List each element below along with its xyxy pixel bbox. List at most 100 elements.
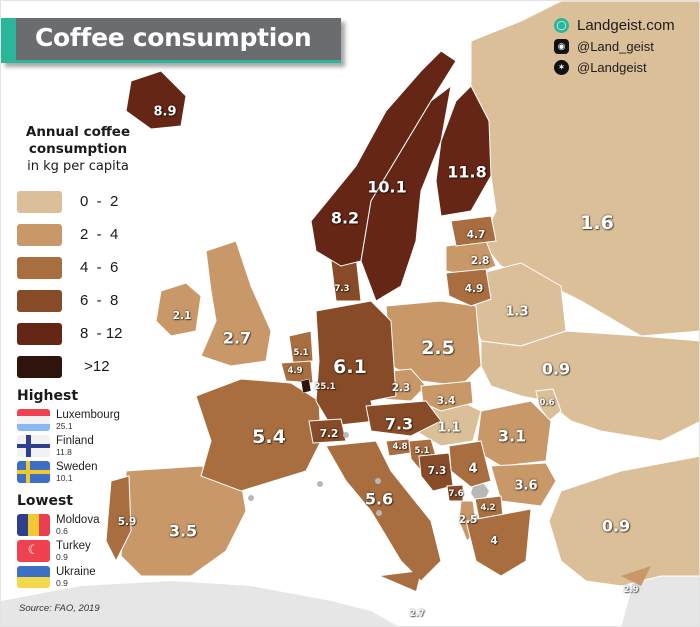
moldova-flag-icon	[17, 514, 50, 536]
rank-value: 10.1	[56, 473, 73, 483]
label-montenegro: 7.6	[448, 489, 464, 499]
rank-item: Finland 11.8	[17, 435, 120, 461]
country-ukraine	[480, 330, 699, 442]
legend-swatch	[17, 289, 62, 312]
website-text: Landgeist.com	[577, 17, 675, 34]
rank-value: 0.9	[56, 552, 68, 562]
label-switzerland: 7.2	[319, 428, 339, 440]
label-finland: 11.8	[447, 162, 487, 182]
twitter-icon: ✶	[554, 60, 569, 75]
country-cyprus	[621, 566, 651, 586]
label-sweden: 10.1	[367, 177, 407, 197]
label-france: 5.4	[252, 426, 286, 448]
country-lithuania	[445, 268, 492, 307]
country-poland	[385, 300, 482, 387]
country-netherlands	[288, 330, 314, 364]
legend-item: >12	[17, 350, 147, 383]
turkey-flag-icon: ☾	[17, 540, 50, 562]
legend-swatch	[17, 322, 62, 345]
twitter-link[interactable]: ✶ @Landgeist	[554, 57, 675, 78]
rank-value: 0.6	[56, 526, 68, 536]
rank-country: Moldova	[56, 514, 100, 526]
label-austria: 7.3	[384, 414, 414, 434]
country-bulgaria	[490, 462, 557, 507]
rank-country: Ukraine	[56, 566, 96, 578]
globe-icon: ◯	[554, 18, 569, 33]
country-greece	[465, 508, 532, 577]
label-germany: 6.1	[333, 356, 367, 378]
rank-country: Sweden	[56, 461, 98, 473]
lowest-section: Lowest Moldova 0.6 ☾ Turkey 0.9	[17, 493, 99, 592]
country-austria	[365, 400, 442, 437]
label-belgium: 4.9	[287, 366, 303, 376]
country-luxembourg	[300, 378, 312, 394]
label-czechia: 2.3	[391, 382, 411, 394]
legend-label: 2 - 4	[80, 226, 119, 243]
lowest-title: Lowest	[17, 493, 73, 509]
label-netherlands: 5.1	[293, 348, 309, 358]
label-luxembourg: 25.1	[314, 382, 336, 392]
legend-label: 8 - 12	[80, 325, 123, 342]
ukraine-flag-icon	[17, 566, 50, 588]
label-hungary: 1.1	[437, 420, 461, 436]
label-poland: 2.5	[421, 337, 455, 359]
label-malta: 2.7	[409, 609, 425, 619]
instagram-text: @Land_geist	[577, 39, 654, 54]
rank-value: 25.1	[56, 421, 73, 431]
label-ireland: 2.1	[172, 310, 192, 322]
rank-item: Sweden 10.1	[17, 461, 120, 487]
label-greece: 4	[490, 535, 498, 547]
country-france	[195, 378, 322, 492]
legend-swatch	[17, 355, 62, 378]
sweden-flag-icon	[17, 461, 50, 483]
label-slovakia: 3.4	[436, 395, 456, 407]
instagram-link[interactable]: ◉ @Land_geist	[554, 36, 675, 57]
country-sicily	[381, 571, 421, 591]
label-bulgaria: 3.6	[514, 478, 538, 494]
country-italy	[325, 440, 442, 582]
label-serbia: 4	[468, 461, 478, 477]
label-turkey: 0.9	[601, 516, 631, 536]
rank-country: Turkey	[56, 540, 91, 552]
rank-item: Ukraine 0.9	[17, 566, 99, 592]
label-uk: 2.7	[222, 328, 252, 348]
label-slovenia: 4.8	[392, 442, 408, 452]
legend-label: 6 - 8	[80, 292, 119, 309]
rank-item: ☾ Turkey 0.9	[17, 540, 99, 566]
legend-title-line2: consumption	[28, 141, 128, 157]
label-norway: 8.2	[330, 208, 360, 228]
label-portugal: 5.9	[117, 516, 137, 528]
country-uk	[200, 240, 272, 367]
rank-value: 0.9	[56, 578, 68, 588]
label-spain: 3.5	[168, 521, 198, 541]
country-estonia	[450, 215, 497, 247]
country-slovakia	[420, 380, 474, 412]
label-latvia: 2.8	[470, 255, 490, 267]
legend-items: 0 - 2 2 - 4 4 - 6 6 - 8 8 - 12 >12	[17, 185, 147, 383]
highest-title: Highest	[17, 388, 79, 404]
label-moldova: 0.6	[539, 398, 555, 408]
country-ireland	[155, 282, 202, 337]
legend-item: 2 - 4	[17, 218, 147, 251]
kosovo	[471, 483, 489, 499]
title-accent	[1, 18, 16, 60]
legend-swatch	[17, 190, 62, 213]
north-africa-land	[1, 581, 398, 626]
label-romania: 3.1	[497, 426, 527, 446]
country-switzerland	[308, 418, 347, 444]
legend-swatch	[17, 223, 62, 246]
title-bar: Coffee consumption	[1, 18, 341, 63]
label-lithuania: 4.9	[464, 283, 484, 295]
website-link[interactable]: ◯ Landgeist.com	[554, 15, 675, 36]
luxembourg-flag-icon	[17, 409, 50, 431]
legend-label: >12	[80, 358, 110, 375]
label-russia: 1.6	[580, 212, 614, 234]
label-denmark: 7.3	[334, 284, 350, 294]
country-montenegro	[446, 484, 464, 502]
label-bosnia: 7.3	[427, 465, 447, 477]
legend: Annual coffee consumption in kg per capi…	[17, 124, 147, 383]
legend-item: 6 - 8	[17, 284, 147, 317]
country-portugal	[105, 475, 132, 563]
